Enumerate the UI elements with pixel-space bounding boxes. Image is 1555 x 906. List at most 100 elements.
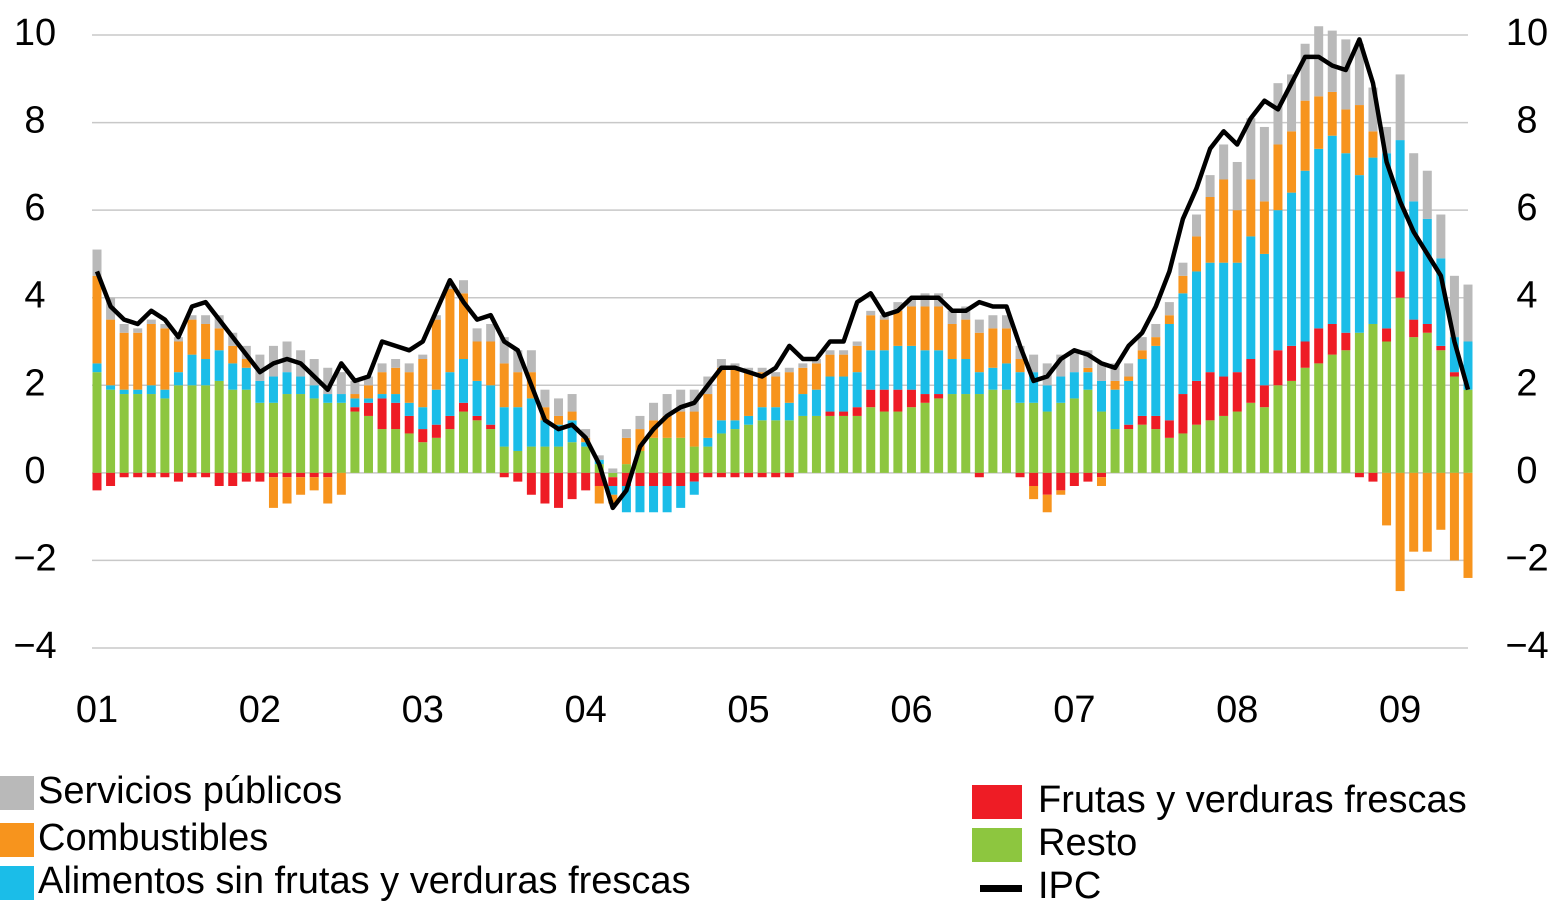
bar-segment	[160, 398, 170, 473]
bar-segment	[771, 407, 781, 421]
bar-segment	[1395, 297, 1405, 473]
bar-segment	[1449, 376, 1459, 473]
bar-segment	[1382, 328, 1392, 342]
bar-segment	[1015, 402, 1025, 473]
bar-segment	[920, 394, 930, 403]
bar-segment	[391, 429, 401, 473]
y2-tick-label: −4	[1505, 625, 1548, 667]
bar-segment	[744, 472, 754, 478]
bar-segment	[1219, 376, 1229, 416]
bar-segment	[784, 372, 794, 403]
bar-segment	[839, 411, 849, 416]
bar-segment	[404, 372, 414, 403]
bar-segment	[255, 380, 265, 403]
bar-segment	[309, 472, 319, 478]
bar-segment	[1164, 437, 1174, 473]
bar-segment	[418, 429, 428, 443]
bar-segment	[1273, 385, 1283, 473]
bar-segment	[201, 385, 211, 473]
bar-segment	[1205, 372, 1215, 421]
bar-segment	[1096, 380, 1106, 412]
bar-segment	[160, 323, 170, 329]
bar-segment	[146, 319, 156, 324]
x-tick-label: 04	[565, 689, 607, 731]
bar-segment	[649, 402, 659, 421]
bar-segment	[1178, 293, 1188, 395]
bar-segment	[825, 354, 835, 377]
bar-segment	[1083, 389, 1093, 473]
bar-segment	[825, 415, 835, 473]
legend-swatch	[972, 785, 1022, 819]
bar-segment	[540, 407, 550, 421]
x-tick-label: 01	[76, 689, 118, 731]
bar-segment	[1015, 359, 1025, 373]
bar-segment	[1409, 319, 1419, 338]
bar-segment	[893, 302, 903, 311]
bar-segment	[676, 472, 686, 486]
bar-segment	[282, 477, 292, 504]
bar-segment	[1137, 350, 1147, 360]
bar-segment	[1341, 332, 1351, 351]
bar-segment	[92, 363, 102, 373]
bar-segment	[201, 472, 211, 478]
bar-segment	[1151, 323, 1161, 338]
bar-segment	[1110, 363, 1120, 381]
legend-label: Alimentos sin frutas y verduras frescas	[38, 860, 691, 902]
bar-segment	[1287, 131, 1297, 193]
legend-label: IPC	[1038, 865, 1101, 906]
bar-segment	[1029, 485, 1039, 500]
bar-segment	[811, 363, 821, 390]
bar-segment	[363, 398, 373, 403]
legend-label: Resto	[1038, 822, 1137, 864]
bar-segment	[1001, 315, 1011, 329]
bar-segment	[296, 472, 306, 478]
bar-segment	[459, 280, 469, 294]
bar-segment	[866, 407, 876, 473]
bar-segment	[554, 398, 564, 416]
bar-segment	[703, 394, 713, 438]
bar-segment	[798, 367, 808, 395]
bar-segment	[716, 367, 726, 421]
bar-segment	[187, 319, 197, 355]
bar-segment	[689, 446, 699, 473]
bar-segment	[1422, 472, 1432, 552]
bar-segment	[1137, 337, 1147, 351]
bar-segment	[1314, 363, 1324, 473]
bar-segment	[621, 464, 631, 473]
bar-segment	[1137, 415, 1147, 425]
bar-segment	[1192, 236, 1202, 272]
bar-segment	[906, 407, 916, 473]
bar-segment	[703, 472, 713, 478]
bar-segment	[1246, 359, 1256, 403]
bar-segment	[1137, 359, 1147, 416]
bar-segment	[866, 310, 876, 316]
bar-segment	[1300, 43, 1310, 101]
bar-segment	[350, 380, 360, 395]
bar-segment	[336, 372, 346, 395]
bar-segment	[784, 472, 794, 478]
bar-segment	[146, 394, 156, 473]
bar-segment	[947, 310, 957, 324]
bar-segment	[377, 363, 387, 373]
legend-label: Servicios públicos	[38, 770, 342, 812]
bar-segment	[1395, 74, 1405, 141]
bar-segment	[92, 249, 102, 276]
bar-segment	[1164, 315, 1174, 324]
y-tick-label: −4	[13, 625, 56, 667]
bar-segment	[1463, 341, 1473, 390]
bar-segment	[472, 328, 482, 342]
bar-segment	[1151, 345, 1161, 416]
bar-segment	[486, 424, 496, 430]
bar-segment	[1327, 135, 1337, 324]
y2-tick-label: 2	[1516, 362, 1537, 404]
bar-segment	[839, 376, 849, 412]
bar-segment	[445, 372, 455, 416]
bar-segment	[1096, 472, 1106, 478]
bar-segment	[1056, 490, 1066, 495]
bar-segment	[906, 306, 916, 346]
bar-segment	[1056, 472, 1066, 491]
bar-segment	[1192, 214, 1202, 237]
bar-segment	[635, 429, 645, 451]
bar-segment	[1259, 253, 1269, 386]
bar-segment	[404, 433, 414, 473]
